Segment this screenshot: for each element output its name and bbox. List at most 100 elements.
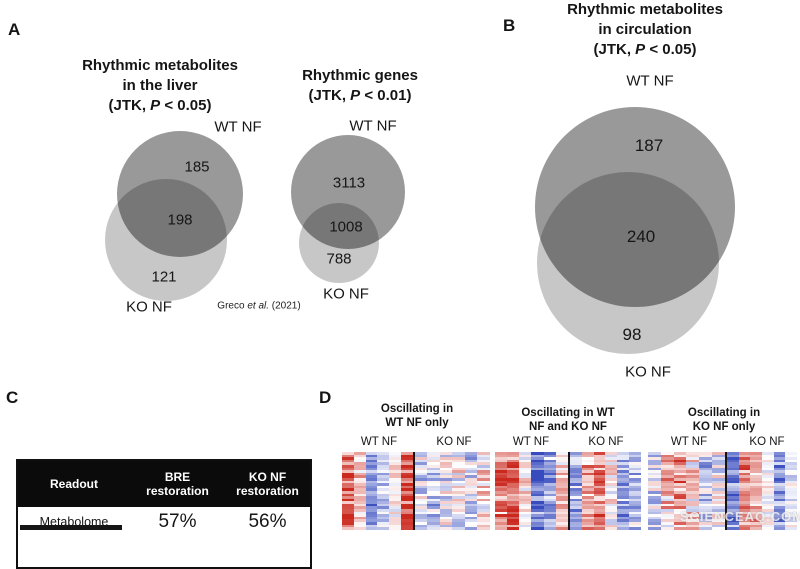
heatmap-cell [427,511,440,515]
heatmap-row [495,509,641,512]
heatmap-cell [581,511,594,515]
heatmap-cell [726,527,739,530]
heatmap-cell [726,514,739,517]
heatmap-cell [750,470,762,473]
heatmap-cell [686,522,700,525]
heatmap-cell [785,498,797,502]
venn-genes-shared-count: 1008 [329,218,363,236]
heatmap-row [648,488,797,491]
heatmap-cell [660,514,674,517]
heatmap-cell [464,514,478,517]
heatmap-row [342,516,490,520]
heatmap-cell [738,493,751,497]
heatmap-cell [673,493,687,497]
heatmap-cell [712,470,725,473]
heatmap-cell [377,519,390,523]
heatmap-cell [773,522,786,525]
heatmap-cell [377,501,390,504]
heatmap-cell [414,527,428,530]
heatmap-cell [507,462,520,465]
heatmap-cell [648,477,661,481]
heatmap-cell [477,488,490,491]
heatmap-cell [531,509,544,512]
heatmap-cell [593,516,606,520]
heatmap-cell [660,472,674,476]
heatmap-cell [427,516,440,520]
heatmap-cell [477,452,490,455]
heatmap-cell [686,496,700,499]
heatmap-cell [617,457,630,460]
heatmap-cell [531,493,544,497]
heatmap-row [495,519,641,523]
heatmap-cell [342,452,354,455]
heatmap-cell [353,527,366,530]
heatmap-cell [377,483,390,486]
heatmap-cell [401,524,413,528]
heatmap-row [342,511,490,515]
heatmap-cell [581,514,594,517]
heatmap-cell [555,475,568,478]
heatmap-cell [389,498,402,502]
heatmap-cell [427,490,440,494]
heatmap-cell [519,462,532,465]
heatmap-cell [507,527,520,530]
heatmap-cell [569,488,582,491]
heatmap-cell [353,506,366,510]
heatmap-row [495,506,641,510]
heatmap-cell [673,483,687,486]
heatmap-cell [477,467,490,471]
heatmap-cell [712,503,725,507]
heatmap-cell [785,506,797,510]
heatmap-half-divider [725,452,727,530]
heatmap-2-ko-column-label: KO NF [588,436,624,448]
heatmap-cell [452,511,465,515]
heatmap-cell [427,506,440,510]
heatmap-cell [452,483,465,486]
heatmap-cell [569,470,582,473]
heatmap-cell [507,524,520,528]
heatmap-cell [699,503,713,507]
heatmap-1-title: Oscillating in WT NF only [380,403,454,429]
heatmap-row [648,509,797,512]
heatmap-cell [452,475,465,478]
heatmap-cell [477,462,490,465]
heatmap-cell [593,462,606,465]
heatmap-cell [342,480,354,484]
heatmap-cell [353,475,366,478]
heatmap-cell [555,477,568,481]
heatmap-cell [495,524,508,528]
heatmap-cell [648,503,661,507]
heatmap-cell [543,467,556,471]
header-ko-nf-restoration: KO NF restoration [236,470,299,498]
heatmap-cell [555,452,568,455]
heatmap-cell [581,485,594,489]
heatmap-cell [605,514,618,517]
heatmap-cell [738,467,751,471]
heatmap-cell [401,506,413,510]
heatmap-cell [342,509,354,512]
heatmap-cell [569,496,582,499]
heatmap-cell [581,498,594,502]
heatmap-cell [389,496,402,499]
heatmap-cell [427,501,440,504]
heatmap-cell [464,470,478,473]
heatmap-cell [427,475,440,478]
heatmap-cell [427,480,440,484]
heatmap-cell [389,519,402,523]
heatmap-cell [353,519,366,523]
heatmap-row [342,519,490,523]
heatmap-cell [353,470,366,473]
heatmap-cell [342,506,354,510]
heatmap-cell [543,501,556,504]
heatmap-cell [543,493,556,497]
heatmap-cell [629,475,641,478]
heatmap-row [495,488,641,491]
heatmap-row [495,498,641,502]
heatmap-row [648,454,797,458]
heatmap-cell [353,457,366,460]
heatmap-cell [401,490,413,494]
heatmap-cell [569,462,582,465]
heatmap-row [342,472,490,476]
heatmap-cell [439,527,453,530]
heatmap-cell [686,514,700,517]
